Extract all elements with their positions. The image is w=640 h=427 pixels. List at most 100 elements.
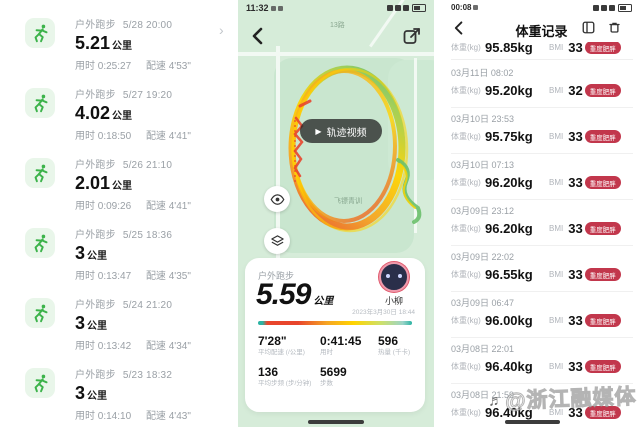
- duration-value: 0:13:42: [97, 341, 132, 352]
- map-road: [414, 58, 417, 233]
- weight-record-list: 03月11日 08:02 体重(kg) 95.20kg BMI 32 重度肥胖 …: [451, 62, 633, 427]
- weight-record-row[interactable]: 03月10日 07:13 体重(kg) 96.20kg BMI 33 重度肥胖: [451, 154, 633, 200]
- run-distance: 5.59 公里: [256, 278, 334, 311]
- activity-meta: 户外跑步 5/27 19:20: [75, 86, 225, 101]
- record-date: 03月11日 08:02: [451, 68, 514, 78]
- activity-datetime: 5/24 21:20: [122, 300, 173, 311]
- duration-value: 0:18:50: [97, 131, 132, 142]
- weight-value: 95.20kg: [485, 83, 533, 98]
- weight-value: 96.40kg: [485, 405, 533, 420]
- weight-label: 体重(kg): [451, 178, 481, 187]
- activity-list-item[interactable]: 户外跑步 5/23 18:32 3 公里 用时 0:14:10 配速 4'43": [0, 362, 230, 427]
- status-bar: 00:08: [443, 0, 640, 15]
- map-road: [276, 46, 280, 261]
- chart-view-icon[interactable]: [581, 20, 596, 35]
- weight-value: 96.20kg: [485, 175, 533, 190]
- pace-gradient-bar: [258, 321, 412, 325]
- map-layers-button[interactable]: [264, 228, 290, 254]
- activity-list-item[interactable]: 户外跑步 5/25 18:36 3 公里 用时 0:13:47 配速 4'35": [0, 222, 230, 292]
- activity-stats: 用时 0:18:50 配速 4'41": [75, 127, 225, 142]
- obesity-badge: 重度肥胖: [584, 41, 621, 54]
- pace-value: 4'41": [168, 201, 191, 212]
- home-indicator[interactable]: [308, 420, 364, 424]
- map-road-label: 13路: [330, 22, 345, 29]
- activity-list-item[interactable]: 户外跑步 5/26 21:10 2.01 公里 用时 0:09:26 配速 4'41…: [0, 152, 230, 222]
- track-video-label: 轨迹视频: [326, 127, 367, 139]
- duration-value: 0:09:26: [97, 201, 132, 212]
- activity-datetime: 5/27 19:20: [122, 90, 173, 101]
- activity-list: 户外跑步 5/28 20:00 5.21 公里 用时 0:25:27 配速 4'53…: [0, 12, 230, 427]
- weight-record-row[interactable]: 03月08日 21:59 体重(kg) 96.40kg BMI 33 重度肥胖: [451, 384, 633, 427]
- weight-value: 95.75kg: [485, 129, 533, 144]
- weight-record-row[interactable]: 03月11日 08:02 体重(kg) 95.20kg BMI 32 重度肥胖: [451, 62, 633, 108]
- hd-icon: [473, 5, 479, 10]
- pace-label: 配速: [145, 61, 166, 72]
- weight-label: 体重(kg): [451, 408, 481, 417]
- weight-value: 96.55kg: [485, 267, 533, 282]
- chevron-right-icon[interactable]: ›: [219, 22, 224, 38]
- layers-icon: [270, 234, 284, 246]
- bmi-label: BMI: [549, 408, 564, 417]
- bmi-value: 33: [568, 40, 583, 55]
- weight-record-row[interactable]: 03月09日 06:47 体重(kg) 96.00kg BMI 33 重度肥胖: [451, 292, 633, 338]
- activity-distance: 4.02 公里: [75, 103, 133, 123]
- activity-stats: 用时 0:13:42 配速 4'34": [75, 337, 225, 352]
- activity-meta: 户外跑步 5/24 21:20: [75, 296, 225, 311]
- bmi-value: 33: [568, 313, 583, 328]
- activity-type: 户外跑步: [75, 90, 116, 101]
- bmi-value: 33: [568, 405, 583, 420]
- record-date: 03月08日 21:59: [451, 390, 515, 400]
- duration-label: 用时: [75, 341, 95, 352]
- bmi-value: 33: [568, 129, 583, 144]
- avatar[interactable]: [379, 262, 409, 292]
- weight-label: 体重(kg): [451, 316, 481, 325]
- signal-icon: [403, 5, 409, 11]
- duration-value: 0:25:27: [97, 61, 132, 72]
- bmi-label: BMI: [549, 362, 564, 371]
- divider: [451, 59, 633, 60]
- pace-value: 4'35": [168, 271, 191, 282]
- wifi-icon: [395, 5, 401, 11]
- activity-datetime: 5/26 21:10: [122, 160, 173, 171]
- weight-label: 体重(kg): [451, 224, 481, 233]
- stat-avg-pace: 7'28" 平均配速 (/公里): [258, 334, 305, 356]
- runner-icon: [25, 298, 55, 328]
- activity-type: 户外跑步: [75, 300, 116, 311]
- activity-distance: 5.21 公里: [75, 33, 133, 53]
- home-indicator[interactable]: [505, 420, 560, 424]
- track-video-button[interactable]: ▶ 轨迹视频: [300, 119, 382, 143]
- record-date: 03月09日 23:12: [451, 206, 515, 216]
- weight-record-row[interactable]: 03月10日 23:53 体重(kg) 95.75kg BMI 33 重度肥胖: [451, 108, 633, 154]
- bmi-label: BMI: [549, 132, 564, 141]
- activity-list-item[interactable]: 户外跑步 5/24 21:20 3 公里 用时 0:13:42 配速 4'34": [0, 292, 230, 362]
- clock: 00:08: [451, 3, 472, 12]
- play-icon: ▶: [315, 126, 322, 136]
- run-date: 2023年3月30日 18:44: [352, 309, 415, 316]
- pace-label: 配速: [145, 131, 166, 142]
- map-place-label: 飞镖青训: [334, 198, 362, 205]
- user-name: 小柳: [384, 296, 403, 306]
- run-stats-grid: 7'28" 平均配速 (/公里) 0:41:45 用时 596 热量 (千卡) 136…: [258, 334, 418, 388]
- weight-record-row[interactable]: 03月08日 22:01 体重(kg) 96.40kg BMI 33 重度肥胖: [451, 338, 633, 384]
- activity-list-item[interactable]: 户外跑步 5/28 20:00 5.21 公里 用时 0:25:27 配速 4'53…: [0, 12, 230, 82]
- stat-cadence: 136 平均步频 (步/分钟): [258, 365, 312, 388]
- duration-value: 0:14:10: [97, 411, 132, 422]
- activity-datetime: 5/23 18:32: [122, 370, 173, 381]
- share-icon[interactable]: [402, 26, 422, 46]
- visibility-toggle-button[interactable]: [264, 186, 290, 212]
- weight-record-row[interactable]: 03月09日 23:12 体重(kg) 96.20kg BMI 33 重度肥胖: [451, 200, 633, 246]
- weight-record-partial[interactable]: 体重(kg) 95.85kg BMI 33 重度肥胖: [451, 40, 633, 55]
- duration-label: 用时: [75, 131, 95, 142]
- back-icon[interactable]: [248, 26, 268, 46]
- bmi-value: 33: [568, 359, 583, 374]
- obesity-badge: 重度肥胖: [584, 222, 621, 235]
- activity-stats: 用时 0:13:47 配速 4'35": [75, 267, 225, 282]
- activity-list-item[interactable]: 户外跑步 5/27 19:20 4.02 公里 用时 0:18:50 配速 4'41…: [0, 82, 230, 152]
- weight-record-panel: 00:08 体重记录 体重(kg) 95.85kg BMI 33: [443, 0, 640, 427]
- activity-type: 户外跑步: [75, 160, 116, 171]
- weight-record-row[interactable]: 03月09日 22:02 体重(kg) 96.55kg BMI 33 重度肥胖: [451, 246, 633, 292]
- weight-label: 体重(kg): [451, 43, 481, 52]
- back-icon[interactable]: [451, 20, 467, 36]
- runner-icon: [25, 368, 55, 398]
- delete-icon[interactable]: [607, 20, 622, 35]
